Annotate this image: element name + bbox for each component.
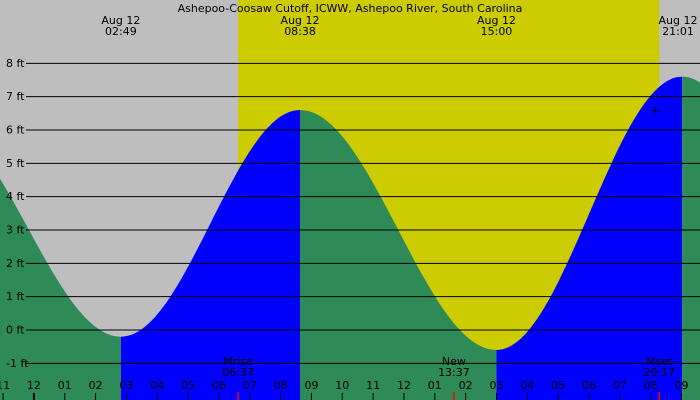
x-tick-label: 11 <box>0 379 10 392</box>
y-tick-label: 5 ft <box>6 157 25 170</box>
x-tick-label: 06 <box>582 379 596 392</box>
x-tick-label: 09 <box>304 379 318 392</box>
x-tick-label: 04 <box>150 379 164 392</box>
event-time-label: 20:17 <box>643 366 675 379</box>
extreme-time-label: 02:49 <box>105 25 137 38</box>
x-tick-label: 07 <box>613 379 627 392</box>
x-axis-ticks: 11 12 01 02 03 04 05 06 07 08 09 10 11 12 01 02 03 04 05 06… <box>0 379 688 400</box>
x-tick-label: 09 <box>674 379 688 392</box>
x-tick-label: 04 <box>520 379 534 392</box>
y-gridlines <box>26 62 700 364</box>
y-tick-label: 1 ft <box>6 290 25 303</box>
y-tick-labels: 8 ft 7 ft 6 ft 5 ft 4 ft 3 ft 2 ft 1 ft 0 ft -1 f… <box>6 57 29 370</box>
x-tick-label: 01 <box>58 379 72 392</box>
x-tick-label: 05 <box>551 379 565 392</box>
y-tick-label: -1 ft <box>6 357 29 370</box>
x-tick-label: 11 <box>366 379 380 392</box>
x-tick-label: 08 <box>644 379 658 392</box>
y-tick-label: 8 ft <box>6 57 25 70</box>
event-label: Mset <box>646 355 673 368</box>
event-label: New <box>442 355 466 368</box>
y-tick-label: 6 ft <box>6 124 25 137</box>
extreme-time-label: 21:01 <box>662 25 694 38</box>
extreme-date-label: Aug 12 <box>477 14 516 27</box>
y-tick-label: 3 ft <box>6 224 25 237</box>
event-label: Mrise <box>223 355 253 368</box>
falling-tide-segment <box>300 110 497 400</box>
x-tick-label: 02 <box>459 379 473 392</box>
current-level-marker: + <box>651 104 660 117</box>
x-tick-label: 03 <box>489 379 503 392</box>
extreme-time-label: 15:00 <box>481 25 513 38</box>
extreme-date-label: Aug 12 <box>659 14 698 27</box>
falling-tide-segment <box>682 76 700 400</box>
x-tick-label: 02 <box>89 379 103 392</box>
x-tick-label: 07 <box>243 379 257 392</box>
x-tick-label: 06 <box>212 379 226 392</box>
y-tick-label: 0 ft <box>6 324 25 337</box>
y-tick-label: 2 ft <box>6 257 25 270</box>
y-tick-label: 4 ft <box>6 190 25 203</box>
falling-tide-segment <box>0 178 121 400</box>
x-tick-label: 05 <box>181 379 195 392</box>
x-tick-label: 03 <box>119 379 133 392</box>
x-tick-label: 12 <box>397 379 411 392</box>
tide-curve-area <box>0 76 700 400</box>
x-tick-label: 08 <box>274 379 288 392</box>
rising-tide-segment <box>496 76 683 400</box>
y-tick-label: 7 ft <box>6 90 25 103</box>
x-tick-label: 12 <box>27 379 41 392</box>
event-time-label: 13:37 <box>438 366 470 379</box>
x-tick-label: 01 <box>428 379 442 392</box>
x-tick-label: 10 <box>335 379 349 392</box>
event-time-label: 06:37 <box>222 366 254 379</box>
extreme-date-label: Aug 12 <box>101 14 140 27</box>
rising-tide-segment <box>120 110 301 400</box>
extreme-time-label: 08:38 <box>284 25 316 38</box>
chart-title: Ashepoo-Coosaw Cutoff, ICWW, Ashepoo Riv… <box>178 2 523 15</box>
extreme-date-label: Aug 12 <box>281 14 320 27</box>
